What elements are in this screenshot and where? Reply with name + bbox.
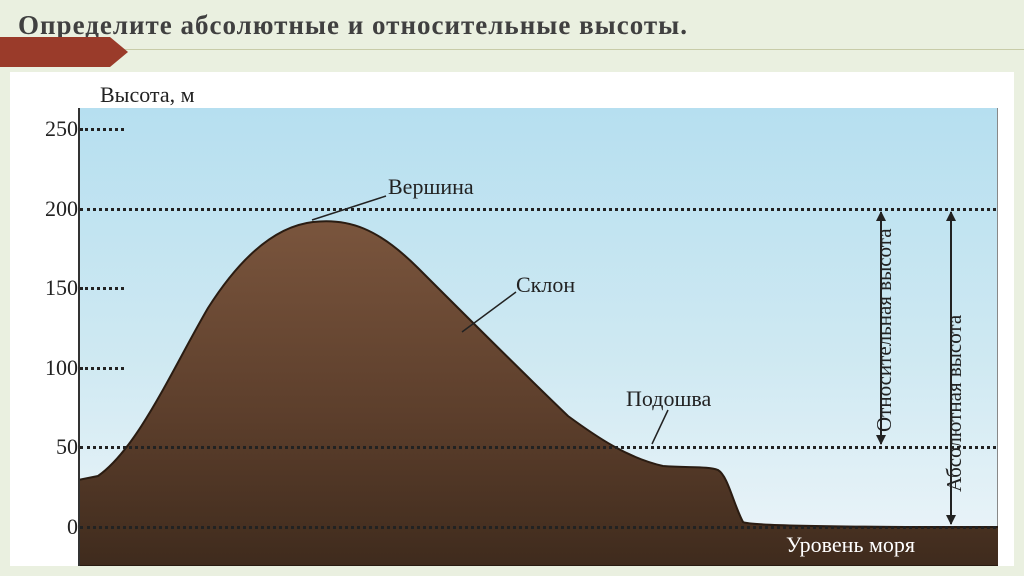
label-slope: Склон (516, 272, 575, 298)
mountain-shape (78, 108, 998, 566)
label-sea: Уровень моря (786, 532, 915, 558)
line-50 (80, 446, 996, 449)
tick-line-150 (80, 287, 124, 290)
chart-area: Высота, м 250 200 150 100 50 0 Вершина С… (10, 72, 1014, 566)
tick-line-250 (80, 128, 124, 131)
label-relative: Относительная высота (872, 228, 897, 432)
title-accent-shape (0, 37, 110, 67)
y-axis (78, 108, 80, 566)
ytick-200: 200 (24, 196, 78, 222)
ytick-150: 150 (24, 275, 78, 301)
slope-leader (460, 286, 520, 336)
line-0 (80, 526, 996, 529)
peak-leader (310, 190, 390, 224)
line-200 (80, 208, 996, 211)
tick-line-100 (80, 367, 124, 370)
title-bar: Определите абсолютные и относительные вы… (0, 0, 1024, 50)
label-absolute: Абсолютная высота (942, 315, 967, 492)
label-peak: Вершина (388, 174, 474, 200)
foot-leader (650, 408, 680, 448)
ytick-50: 50 (24, 434, 78, 460)
page-title: Определите абсолютные и относительные вы… (18, 10, 1006, 41)
ytick-0: 0 (24, 514, 78, 540)
axis-title: Высота, м (100, 82, 195, 108)
ytick-100: 100 (24, 355, 78, 381)
ytick-250: 250 (24, 116, 78, 142)
